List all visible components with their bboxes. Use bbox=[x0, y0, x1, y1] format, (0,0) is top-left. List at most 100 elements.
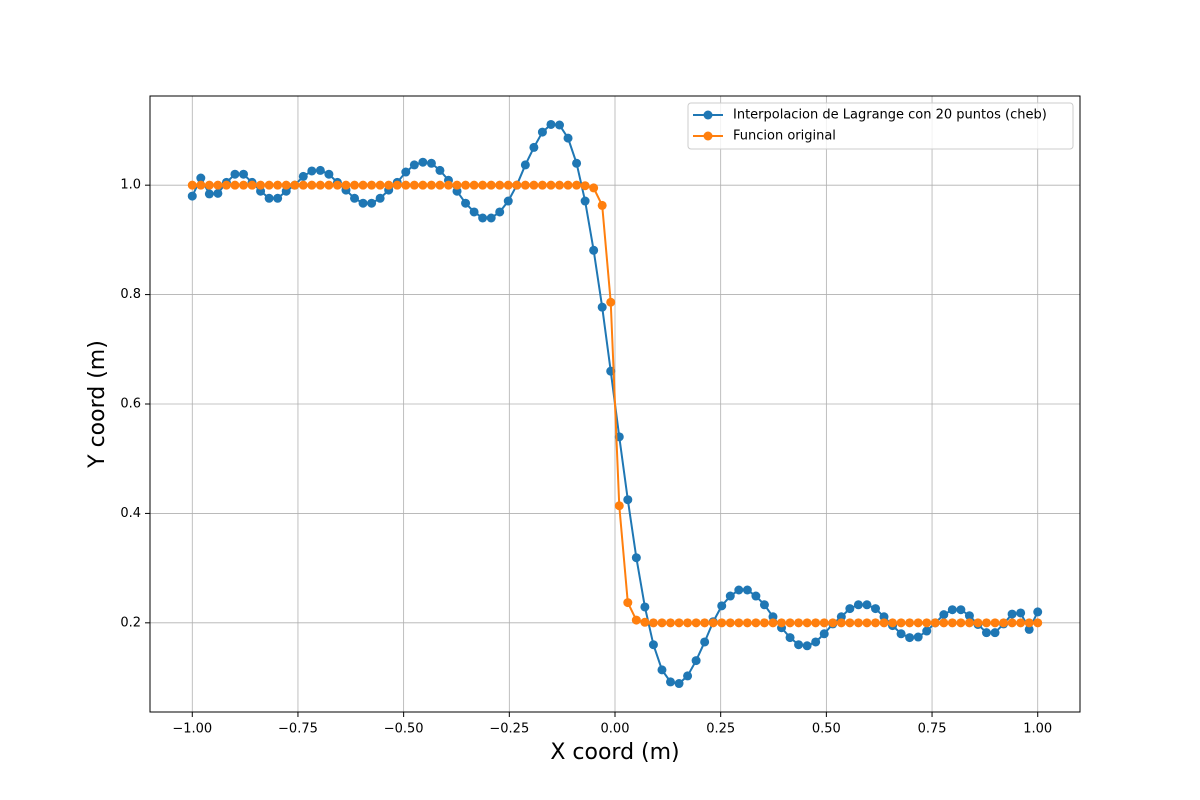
point bbox=[1007, 609, 1017, 619]
point bbox=[811, 637, 821, 647]
point bbox=[845, 618, 855, 628]
point bbox=[683, 671, 693, 681]
point bbox=[537, 180, 547, 190]
point bbox=[350, 180, 360, 190]
point bbox=[691, 656, 701, 666]
point bbox=[435, 165, 445, 175]
point bbox=[666, 618, 676, 628]
point bbox=[879, 618, 889, 628]
point bbox=[751, 618, 761, 628]
point bbox=[264, 180, 274, 190]
point bbox=[580, 196, 590, 206]
point bbox=[264, 193, 274, 203]
point bbox=[358, 198, 368, 208]
point bbox=[478, 213, 488, 223]
point bbox=[572, 158, 582, 168]
point bbox=[725, 591, 735, 601]
point bbox=[922, 618, 932, 628]
point bbox=[683, 618, 693, 628]
point bbox=[853, 618, 863, 628]
point bbox=[956, 605, 966, 615]
point bbox=[443, 180, 453, 190]
point bbox=[964, 611, 974, 621]
point bbox=[674, 618, 684, 628]
point bbox=[375, 193, 385, 203]
point bbox=[341, 180, 351, 190]
x-tick-label: 0.25 bbox=[706, 722, 735, 737]
point bbox=[947, 618, 957, 628]
point bbox=[358, 180, 368, 190]
point bbox=[187, 180, 197, 190]
point bbox=[657, 618, 667, 628]
point bbox=[204, 189, 214, 199]
point bbox=[819, 629, 829, 639]
point bbox=[324, 169, 334, 179]
point bbox=[503, 196, 513, 206]
legend-marker bbox=[703, 110, 713, 120]
point bbox=[759, 618, 769, 628]
point bbox=[623, 598, 633, 608]
point bbox=[777, 618, 787, 628]
point bbox=[905, 618, 915, 628]
point bbox=[1033, 618, 1043, 628]
legend-marker bbox=[703, 131, 713, 141]
point bbox=[862, 618, 872, 628]
point bbox=[768, 618, 778, 628]
x-tick-label: −1.00 bbox=[172, 722, 212, 737]
point bbox=[401, 180, 411, 190]
point bbox=[1016, 608, 1026, 618]
legend-label: Interpolacion de Lagrange con 20 puntos … bbox=[733, 108, 1047, 123]
point bbox=[589, 183, 599, 193]
point bbox=[281, 180, 291, 190]
point bbox=[273, 193, 283, 203]
point bbox=[315, 180, 325, 190]
point bbox=[734, 585, 744, 595]
point bbox=[520, 160, 530, 170]
point bbox=[554, 180, 564, 190]
point bbox=[1033, 607, 1043, 617]
point bbox=[324, 180, 334, 190]
x-tick-label: −0.50 bbox=[384, 722, 424, 737]
x-axis-label: X coord (m) bbox=[550, 740, 679, 765]
point bbox=[239, 180, 249, 190]
point bbox=[785, 618, 795, 628]
point bbox=[367, 198, 377, 208]
point bbox=[469, 207, 479, 217]
point bbox=[503, 180, 513, 190]
point bbox=[990, 618, 1000, 628]
point bbox=[461, 180, 471, 190]
point bbox=[332, 180, 342, 190]
point bbox=[888, 618, 898, 628]
point bbox=[862, 600, 872, 610]
point bbox=[1016, 618, 1026, 628]
point bbox=[1024, 618, 1034, 628]
point bbox=[734, 618, 744, 628]
point bbox=[939, 610, 949, 620]
point bbox=[666, 677, 676, 687]
point bbox=[213, 180, 223, 190]
point bbox=[700, 618, 710, 628]
x-tick-label: −0.25 bbox=[489, 722, 529, 737]
x-tick-label: 1.00 bbox=[1023, 722, 1052, 737]
point bbox=[606, 297, 616, 307]
point bbox=[418, 157, 428, 167]
point bbox=[315, 165, 325, 175]
point bbox=[554, 120, 564, 130]
point bbox=[623, 495, 633, 505]
point bbox=[674, 679, 684, 689]
point bbox=[384, 180, 394, 190]
point bbox=[418, 180, 428, 190]
point bbox=[999, 618, 1009, 628]
point bbox=[350, 193, 360, 203]
point bbox=[794, 618, 804, 628]
point bbox=[401, 167, 411, 177]
point bbox=[572, 180, 582, 190]
point bbox=[478, 180, 488, 190]
point bbox=[486, 213, 496, 223]
point bbox=[853, 600, 863, 610]
point bbox=[239, 169, 249, 179]
point bbox=[640, 602, 650, 612]
point bbox=[546, 180, 556, 190]
point bbox=[870, 604, 880, 614]
